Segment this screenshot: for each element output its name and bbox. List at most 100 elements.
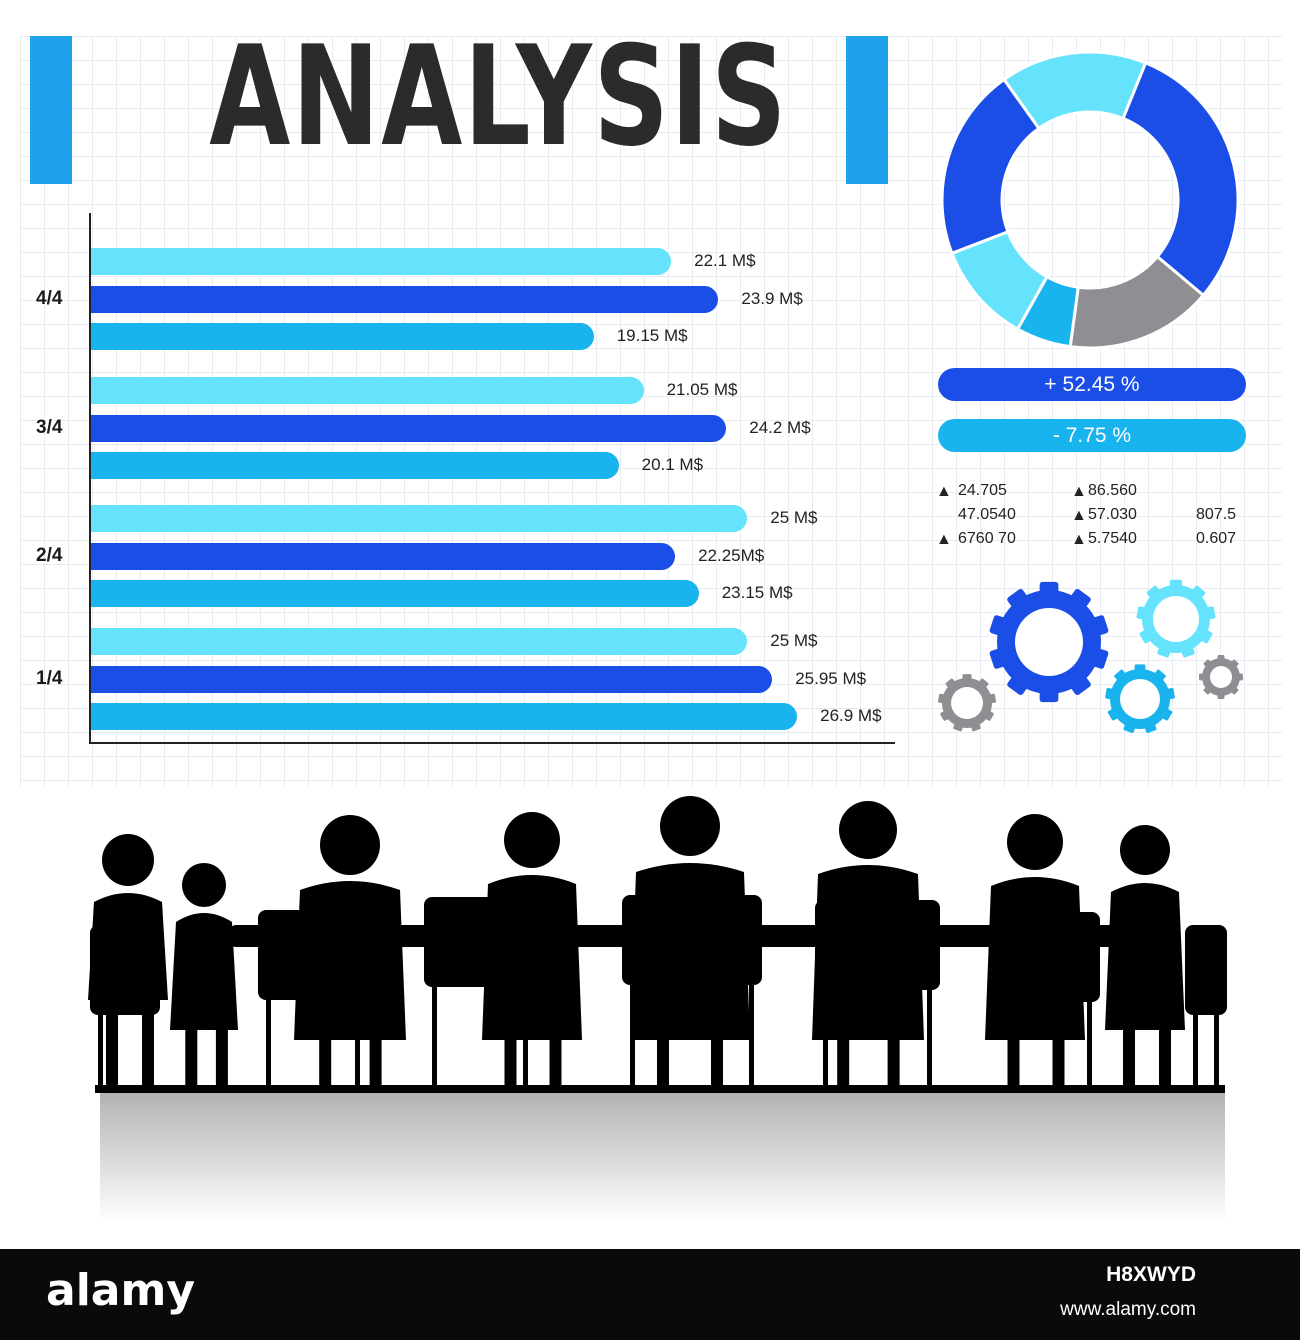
stat-value: 807.5 [1196,506,1237,523]
silhouette-shape [355,1000,360,1085]
bar [91,414,727,442]
up-arrow-icon: ▲ [1071,507,1087,524]
bar [91,580,699,607]
silhouette-shape [1159,1020,1171,1085]
silhouette-shape [1123,1020,1135,1085]
silhouette-shape [185,1020,198,1085]
silhouette-shape [630,985,635,1085]
stat-value: 47.0540 [958,506,1016,523]
silhouette-shape [482,875,582,1040]
silhouette-shape [98,1015,103,1085]
category-label: 1/4 [36,667,63,689]
bar [91,665,773,693]
stat-value: 86.560 [1088,482,1137,499]
bar-value-label: 20.1 M$ [641,455,704,474]
silhouette-shape [1000,912,1100,1002]
category-label: 2/4 [36,544,63,566]
silhouette-shape [230,925,1130,947]
bar-value-label: 21.05 M$ [666,380,738,399]
silhouette-shape [1087,1002,1092,1085]
bar [91,323,594,350]
increase-pill: + 52.45 % [938,368,1246,401]
bar [91,703,798,730]
silhouette-shape [215,1020,228,1085]
silhouette-shape [749,985,754,1085]
bar-value-label: 23.15 M$ [721,583,793,602]
silhouette-shape [927,990,932,1085]
bar-value-label: 25.95 M$ [795,668,867,688]
silhouette-shape [88,893,168,1000]
silhouette-shape [1007,1030,1020,1085]
silhouette-shape [424,897,536,987]
y-axis [89,213,91,743]
silhouette-shape [90,925,160,1015]
silhouette-shape [504,812,560,868]
silhouette-shape [815,900,940,990]
silhouette-shape [1008,1002,1013,1085]
silhouette-shape [1120,825,1170,875]
stat-value: 6760 70 [958,530,1016,547]
stat-value: 24.705 [958,482,1007,499]
up-arrow-icon: ▲ [936,531,952,548]
up-arrow-icon: ▲ [1071,483,1087,500]
bar [91,452,619,479]
bar-value-label: 24.2 M$ [749,417,811,437]
silhouette-shape [839,801,897,859]
silhouette-shape [1105,883,1185,1030]
silhouette-shape [432,987,437,1085]
up-arrow-icon: ▲ [1071,531,1087,548]
silhouette-shape [660,796,720,856]
bar [91,248,672,275]
silhouette-shape [1193,1015,1198,1085]
category-label: 3/4 [36,416,63,438]
silhouette-shape [622,895,762,985]
title-bar-right [846,36,888,184]
silhouette-shape [1214,1015,1219,1085]
bar [91,377,644,404]
silhouette-shape [837,1030,850,1085]
silhouette-shape [102,834,154,886]
silhouette-shape [523,987,528,1085]
stat-value: 0.607 [1196,530,1237,547]
silhouette-shape [657,1030,669,1085]
silhouette-shape [887,1030,900,1085]
silhouette-shape [320,815,380,875]
bar-value-label: 26.9 M$ [820,706,882,725]
decrease-pill: - 7.75 % [938,419,1246,452]
silhouette-shape [630,863,750,1040]
silhouette-shape [266,1000,271,1085]
bar-value-label: 22.1 M$ [694,251,756,270]
silhouette-shape [258,910,368,1000]
silhouette-shape [985,877,1085,1040]
bar [91,285,719,313]
bar-value-label: 19.15 M$ [616,326,688,345]
stat-value: 57.030 [1088,506,1137,523]
silhouette-shape [142,990,154,1085]
silhouette-shape [504,1030,517,1085]
silhouette-shape [95,1085,1225,1093]
bar-value-label: 23.9 M$ [741,288,803,308]
bar [91,542,676,570]
silhouette-shape [812,865,924,1040]
silhouette-shape [319,1030,332,1085]
silhouette-shape [170,913,238,1030]
image-url: www.alamy.com [1060,1299,1196,1320]
silhouette-shape [147,1015,152,1085]
silhouette-shape [711,1030,723,1085]
image-id: H8XWYD [1106,1263,1196,1286]
up-arrow-icon: ▲ [936,483,952,500]
silhouette-shape [823,990,828,1085]
bar-value-label: 25 M$ [770,508,818,527]
silhouette-shape [1052,1030,1065,1085]
category-label: 4/4 [36,287,63,309]
silhouette-shape [549,1030,562,1085]
silhouette-shape [369,1030,382,1085]
silhouette-shape [1185,925,1227,1015]
silhouette-shape [106,990,118,1085]
bar-value-label: 22.25M$ [698,545,765,565]
silhouette-shape [182,863,226,907]
footer-bar: alamy H8XWYD www.alamy.com [0,1249,1300,1340]
page-title: ANALYSIS [209,16,789,177]
bar [91,628,748,655]
